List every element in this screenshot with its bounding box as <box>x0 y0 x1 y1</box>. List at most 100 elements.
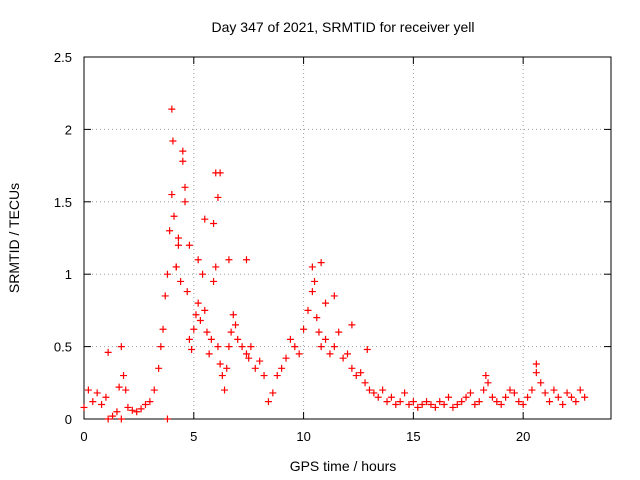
y-tick-label: 1 <box>65 267 72 282</box>
data-point <box>117 415 125 423</box>
data-point <box>113 408 121 416</box>
data-point <box>122 386 130 394</box>
data-point <box>352 372 360 380</box>
data-point <box>174 241 182 249</box>
y-tick-label: 0.5 <box>54 340 72 355</box>
data-point <box>409 398 417 406</box>
data-point <box>554 393 562 401</box>
data-point <box>383 398 391 406</box>
data-point <box>133 408 141 416</box>
data-point <box>322 299 330 307</box>
data-point <box>300 325 308 333</box>
data-point <box>462 393 470 401</box>
data-point <box>163 415 171 423</box>
data-point <box>251 364 259 372</box>
data-point <box>576 386 584 394</box>
data-point <box>104 348 112 356</box>
data-point <box>124 403 132 411</box>
data-point <box>550 386 558 394</box>
data-point <box>227 328 235 336</box>
data-point <box>326 350 334 358</box>
data-point <box>440 401 448 409</box>
data-point <box>401 389 409 397</box>
data-point <box>370 389 378 397</box>
data-point <box>80 403 88 411</box>
data-point <box>225 256 233 264</box>
data-point <box>484 379 492 387</box>
data-point <box>192 311 200 319</box>
data-point <box>128 406 136 414</box>
data-point <box>414 403 422 411</box>
data-point <box>269 389 277 397</box>
data-point <box>405 401 413 409</box>
data-point <box>185 241 193 249</box>
data-point <box>93 389 101 397</box>
data-point <box>210 220 218 228</box>
data-point <box>212 263 220 271</box>
data-point <box>199 270 207 278</box>
data-point <box>344 350 351 358</box>
data-point <box>482 372 490 380</box>
data-point <box>348 321 356 329</box>
data-point <box>214 343 222 351</box>
data-point <box>361 379 369 387</box>
data-point <box>194 299 202 307</box>
data-point <box>379 386 387 394</box>
data-point <box>166 227 174 235</box>
data-point <box>524 393 532 401</box>
data-point <box>168 191 176 199</box>
data-point <box>418 401 426 409</box>
axis-ticks: 0 0.5 1 1.5 2 2.5 0 5 10 15 20 <box>54 50 611 444</box>
data-point <box>431 403 439 411</box>
data-point <box>392 401 400 409</box>
data-point <box>537 379 545 387</box>
data-point <box>232 321 240 329</box>
data-point <box>335 328 343 336</box>
x-tick-label: 0 <box>80 429 87 444</box>
data-point <box>172 263 180 271</box>
data-point <box>161 292 169 300</box>
data-point <box>363 345 371 353</box>
data-point <box>181 183 189 191</box>
data-point <box>581 393 589 401</box>
data-point <box>317 259 325 267</box>
data-point <box>89 398 97 406</box>
data-point <box>449 403 457 411</box>
data-point <box>563 389 571 397</box>
data-point <box>541 389 549 397</box>
data-point <box>304 306 312 314</box>
data-point <box>185 335 193 343</box>
data-point <box>339 354 347 362</box>
data-point <box>177 277 185 285</box>
y-tick-label: 2 <box>65 122 72 137</box>
data-point <box>159 325 167 333</box>
data-point <box>102 393 110 401</box>
data-point <box>291 343 299 351</box>
data-point <box>264 398 272 406</box>
data-point <box>502 393 510 401</box>
data-point <box>519 401 527 409</box>
data-point <box>567 393 575 401</box>
y-axis-label: SRMTID / TECUs <box>6 183 22 293</box>
grid <box>84 57 611 419</box>
data-point <box>238 343 246 351</box>
data-point <box>427 401 435 409</box>
data-point <box>179 147 187 155</box>
data-point <box>150 386 158 394</box>
data-point <box>188 345 196 353</box>
data-point <box>532 369 540 377</box>
data-point <box>315 328 323 336</box>
data-point <box>216 360 224 368</box>
data-point <box>572 398 580 406</box>
data-point <box>348 364 356 372</box>
data-point <box>137 405 145 413</box>
data-point <box>117 343 125 351</box>
data-point <box>247 343 255 351</box>
data-point <box>84 386 92 394</box>
data-point <box>357 369 365 377</box>
data-point <box>506 386 514 394</box>
data-point <box>229 311 237 319</box>
data-point <box>115 383 123 391</box>
chart-title: Day 347 of 2021, SRMTID for receiver yel… <box>212 19 475 35</box>
